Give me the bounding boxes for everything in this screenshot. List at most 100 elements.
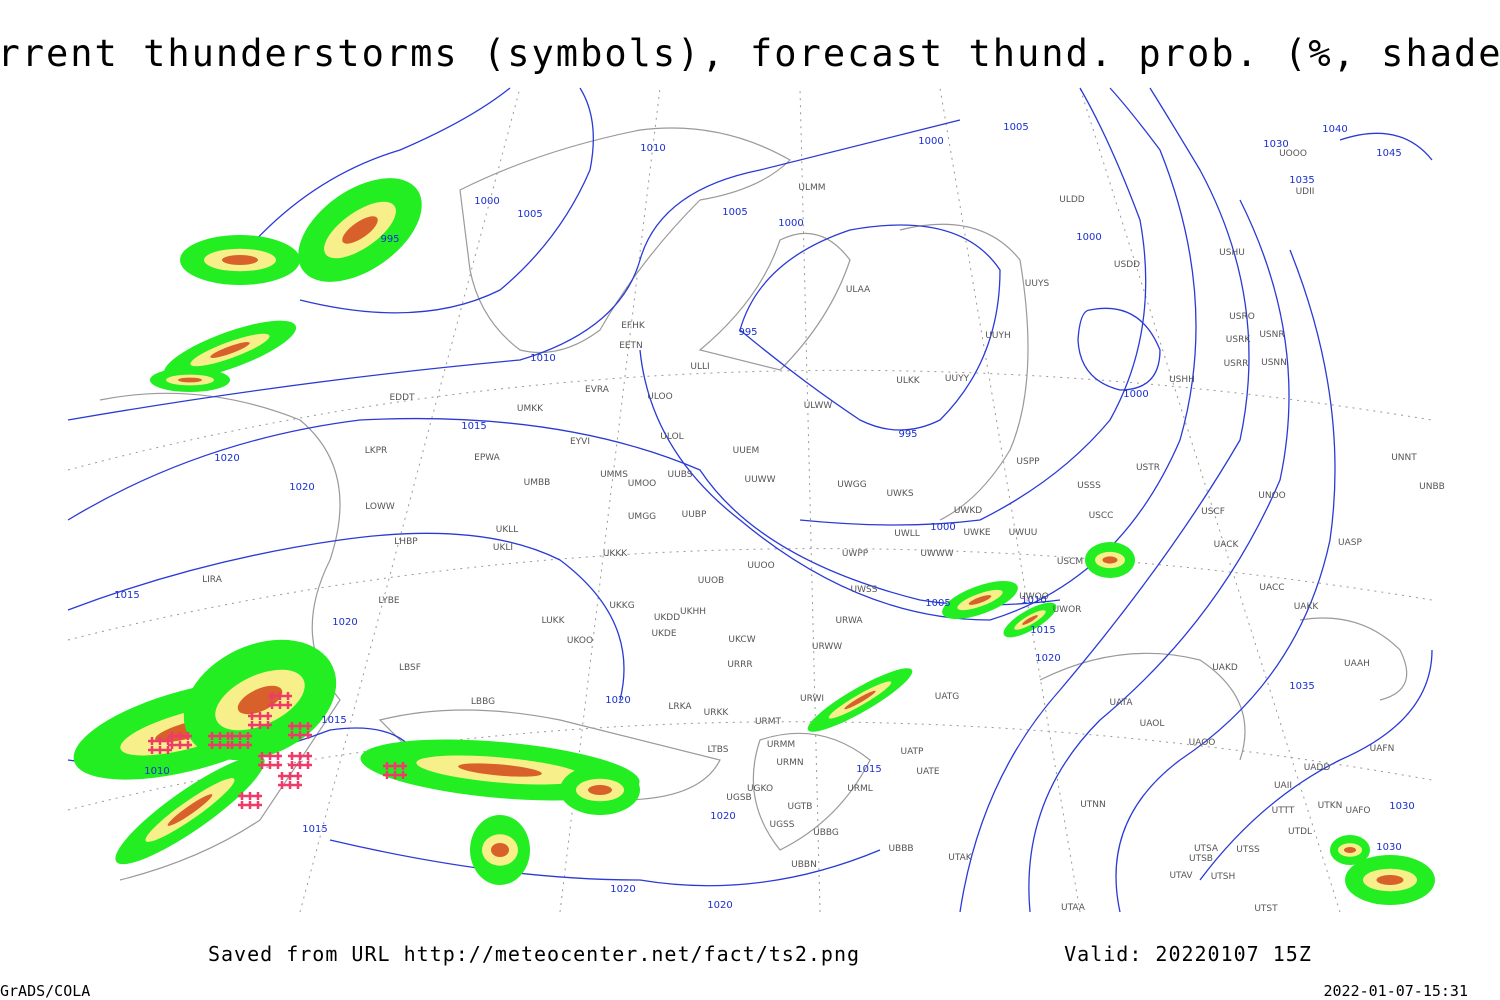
station-code: UWKD <box>954 506 982 516</box>
storm-symbol <box>268 692 276 700</box>
thunderstorm-probability <box>73 178 1435 905</box>
station-code: UWKS <box>886 489 913 499</box>
storm-symbol <box>256 721 264 729</box>
station-code: UACC <box>1259 583 1284 593</box>
station-code: ULLI <box>690 362 709 372</box>
storm-symbol <box>248 712 256 720</box>
station-code: LUKK <box>542 616 566 626</box>
storm-symbol <box>383 762 391 770</box>
station-code: USCF <box>1201 507 1225 517</box>
storm-symbol <box>208 741 216 749</box>
station-code: UUOO <box>747 561 774 571</box>
isobar-label: 1020 <box>710 811 735 822</box>
isobar-label: 1010 <box>1021 595 1046 606</box>
storm-symbol <box>391 771 399 779</box>
storm-symbol <box>264 712 272 720</box>
isobar-label: 1020 <box>707 900 732 911</box>
software: GrADS/COLA <box>0 982 90 1000</box>
station-code: URWW <box>812 642 842 652</box>
storm-symbol <box>286 781 294 789</box>
title: Current thunderstorms (symbols), forecas… <box>0 32 1500 75</box>
station-code: UKLI <box>493 543 513 553</box>
station-code: USHH <box>1169 375 1195 385</box>
storm-symbol <box>264 721 272 729</box>
station-code: UAOL <box>1140 719 1165 729</box>
station-code: UTAV <box>1169 871 1193 881</box>
map-area: 1010 1000 1005 995 1005 1000 1000 1005 1000 1030 1… <box>67 87 1445 914</box>
station-code: UNNT <box>1391 453 1417 463</box>
storm-symbol <box>164 737 172 745</box>
station-code: UKKG <box>609 601 634 611</box>
storm-symbol <box>248 721 256 729</box>
storm-symbol <box>288 731 296 739</box>
station-code: USPP <box>1016 457 1040 467</box>
isobar-label: 1020 <box>332 617 357 628</box>
station-code: LKPR <box>365 446 388 456</box>
station-code: URKK <box>704 708 730 718</box>
isobar-label: 1015 <box>856 764 881 775</box>
storm-symbol <box>294 772 302 780</box>
storm-symbol <box>304 752 312 760</box>
station-code: UMKK <box>517 404 544 414</box>
isobar-label: 1015 <box>461 421 486 432</box>
station-code: EPWA <box>474 453 501 463</box>
isobar-label: 1035 <box>1289 175 1314 186</box>
station-code: UKDE <box>651 629 676 639</box>
station-code: URMT <box>755 717 782 727</box>
storm-symbol <box>284 701 292 709</box>
storm-symbol <box>278 772 286 780</box>
storm-symbol <box>176 732 184 740</box>
isobar-label: 1000 <box>1123 389 1148 400</box>
station-code: UBBB <box>888 844 913 854</box>
station-code: ULAA <box>846 285 871 295</box>
isobar-label: 1030 <box>1389 801 1414 812</box>
storm-symbol <box>256 712 264 720</box>
station-code: LBSF <box>399 663 421 673</box>
station-code: UUOB <box>698 576 724 586</box>
timestamp: 2022-01-07-15:31 <box>1324 982 1469 1000</box>
station-code: UBBG <box>813 828 839 838</box>
storm-symbol <box>274 761 282 769</box>
station-code: URML <box>847 784 873 794</box>
graticule <box>67 87 1433 913</box>
storm-symbol <box>168 732 176 740</box>
storm-symbol <box>304 761 312 769</box>
storm-symbol <box>266 752 274 760</box>
prob-high <box>588 785 612 795</box>
isobar-label: 1010 <box>640 143 665 154</box>
isobar-label: 1045 <box>1376 148 1401 159</box>
prob-high <box>491 843 509 857</box>
isobar-label: 1015 <box>321 715 346 726</box>
station-code: UKCW <box>728 635 755 645</box>
station-code: USRO <box>1229 312 1255 322</box>
station-code: UUWW <box>745 475 776 485</box>
station-code: UUBP <box>682 510 707 520</box>
storm-symbol <box>296 752 304 760</box>
prob-high <box>167 794 213 826</box>
isobar-label: 1010 <box>530 353 555 364</box>
storm-symbol <box>304 722 312 730</box>
station-code: UATP <box>901 747 925 757</box>
storm-symbol <box>258 761 266 769</box>
valid-time: Valid: 20220107 15Z <box>1064 942 1312 966</box>
station-code: UWLL <box>894 529 920 539</box>
storm-symbol <box>224 741 232 749</box>
station-code: UTSB <box>1189 854 1213 864</box>
storm-symbol <box>224 732 232 740</box>
station-code: UGKO <box>747 784 773 794</box>
storm-symbol <box>254 801 262 809</box>
station-code: UWKE <box>963 528 990 538</box>
station-code: EVRA <box>585 385 610 395</box>
station-code: UACK <box>1214 540 1240 550</box>
station-code: UADD <box>1304 763 1331 773</box>
isobar-label: 1000 <box>930 522 955 533</box>
station-code: LTBS <box>707 745 728 755</box>
prob-high <box>968 595 992 605</box>
station-code: UWSS <box>851 585 878 595</box>
storm-symbol <box>399 771 407 779</box>
isobars <box>67 87 1433 913</box>
station-code: UUBS <box>668 470 693 480</box>
storm-symbol <box>254 792 262 800</box>
storm-symbol <box>288 752 296 760</box>
station-code: UMBB <box>524 478 551 488</box>
